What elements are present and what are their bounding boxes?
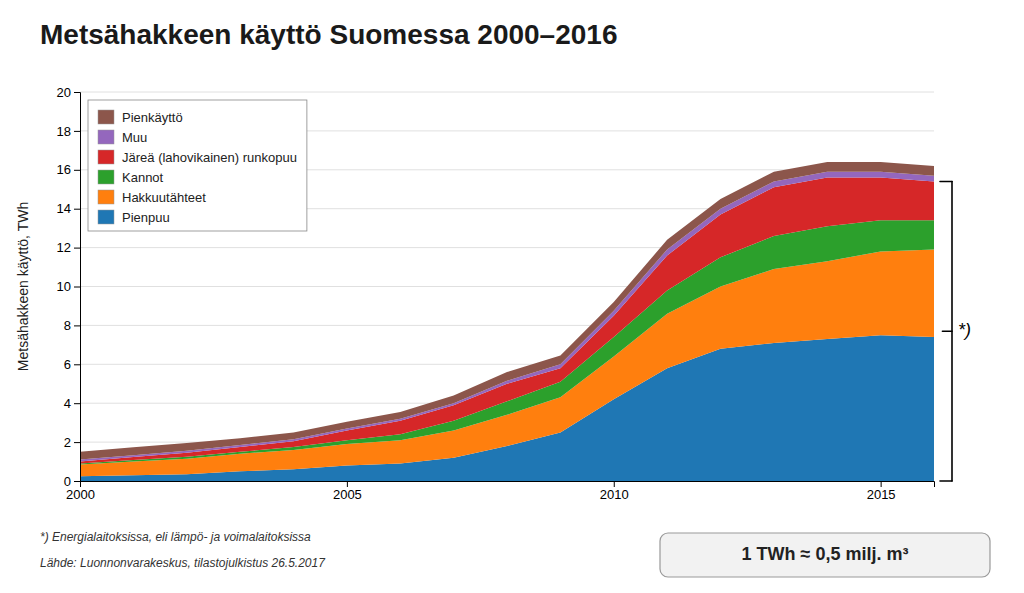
legend-label: Järeä (lahovikainen) runkopuu: [122, 150, 297, 165]
legend-swatch: [98, 190, 114, 204]
footnote: Lähde: Luonnonvarakeskus, tilastojulkist…: [40, 556, 326, 570]
tick: 20: [57, 85, 80, 100]
y-axis-label: Metsähakkeen käyttö, TWh: [15, 202, 31, 371]
tick-label: 12: [57, 240, 71, 255]
tick: 0: [64, 474, 80, 489]
title: Metsähakkeen käyttö Suomessa 2000–2016: [40, 19, 617, 50]
tick-mark: [74, 287, 80, 288]
tick: 2015: [867, 481, 896, 502]
tick: 8: [64, 318, 80, 333]
legend-item: Muu: [98, 130, 147, 145]
legend-frame: [88, 100, 307, 231]
info-box-frame: [660, 533, 990, 577]
grid: [80, 92, 934, 481]
area: [80, 220, 934, 464]
axis-domain: [74, 93, 81, 482]
bracket-line: [940, 181, 952, 183]
tick: 16: [57, 162, 80, 177]
tick-label: 8: [64, 318, 71, 333]
tick-mark: [74, 248, 80, 249]
legend-label: Pienpuu: [122, 210, 170, 225]
tick-mark: [74, 170, 80, 171]
bracket-line: [942, 330, 952, 332]
tick: 2005: [333, 481, 362, 502]
footnote: *) Energialaitoksissa, eli lämpö- ja voi…: [40, 530, 311, 544]
y-axis: 0 2 4 6 8 10 12 14 16 18 20: [57, 85, 81, 489]
legend-swatch: [98, 170, 114, 184]
grid-line: [80, 92, 934, 93]
annotation: *): [958, 320, 971, 340]
tick-label: 4: [64, 396, 71, 411]
chart: Metsähakkeen käyttö Suomessa 2000–201620…: [0, 0, 1024, 593]
tick-mark: [614, 481, 615, 487]
tick: 12: [57, 240, 80, 255]
tick-label: 2015: [867, 487, 896, 502]
tick-label: 20: [57, 85, 71, 100]
legend-swatch: [98, 130, 114, 144]
x-axis: 2000 2005 2010 2015: [66, 481, 934, 502]
legend-item: Pienkäyttö: [98, 110, 183, 125]
tick: 14: [57, 201, 80, 216]
legend-label: Hakkuutähteet: [122, 190, 206, 205]
tick-label: 0: [64, 474, 71, 489]
info-box: 1 TWh ≈ 0,5 milj. m³: [660, 533, 990, 577]
bracket-line: [940, 480, 952, 482]
info-box-text: 1 TWh ≈ 0,5 milj. m³: [742, 544, 909, 564]
tick-mark: [74, 442, 80, 443]
tick-mark: [74, 364, 80, 365]
axis-domain: [81, 482, 935, 488]
tick-label: 10: [57, 279, 71, 294]
tick-label: 18: [57, 124, 71, 139]
legend-item: Järeä (lahovikainen) runkopuu: [98, 150, 297, 165]
tick: 2: [64, 435, 80, 450]
tick-label: 2: [64, 435, 71, 450]
tick-mark: [74, 325, 80, 326]
tick: 2010: [600, 481, 629, 502]
tick-label: 16: [57, 162, 71, 177]
legend-label: Kannot: [122, 170, 164, 185]
tick-mark: [74, 209, 80, 210]
tick-label: 6: [64, 357, 71, 372]
legend-item: Kannot: [98, 170, 164, 185]
tick-mark: [347, 481, 348, 487]
tick: 10: [57, 279, 80, 294]
legend-item: Hakkuutähteet: [98, 190, 206, 205]
legend-swatch: [98, 210, 114, 224]
legend-swatch: [98, 110, 114, 124]
tick-label: 2000: [66, 487, 95, 502]
legend: Pienkäyttö Muu Järeä (lahovikainen) runkop…: [88, 100, 307, 231]
tick: 6: [64, 357, 80, 372]
tick-label: 14: [57, 201, 71, 216]
tick-mark: [74, 92, 80, 93]
legend-item: Pienpuu: [98, 210, 170, 225]
plot: 2000 2005 2010 2015 0 2 4 6 8 10 12 14 16 18 20 Pienkäy…: [57, 85, 971, 503]
tick-mark: [74, 131, 80, 132]
tick: 4: [64, 396, 80, 411]
tick-mark: [74, 481, 80, 482]
tick-mark: [74, 403, 80, 404]
tick-label: 2010: [600, 487, 629, 502]
legend-swatch: [98, 150, 114, 164]
tick-label: 2005: [333, 487, 362, 502]
tick-mark: [881, 481, 882, 487]
legend-label: Muu: [122, 130, 147, 145]
legend-label: Pienkäyttö: [122, 110, 183, 125]
bracket: [940, 181, 952, 481]
tick: 18: [57, 124, 80, 139]
